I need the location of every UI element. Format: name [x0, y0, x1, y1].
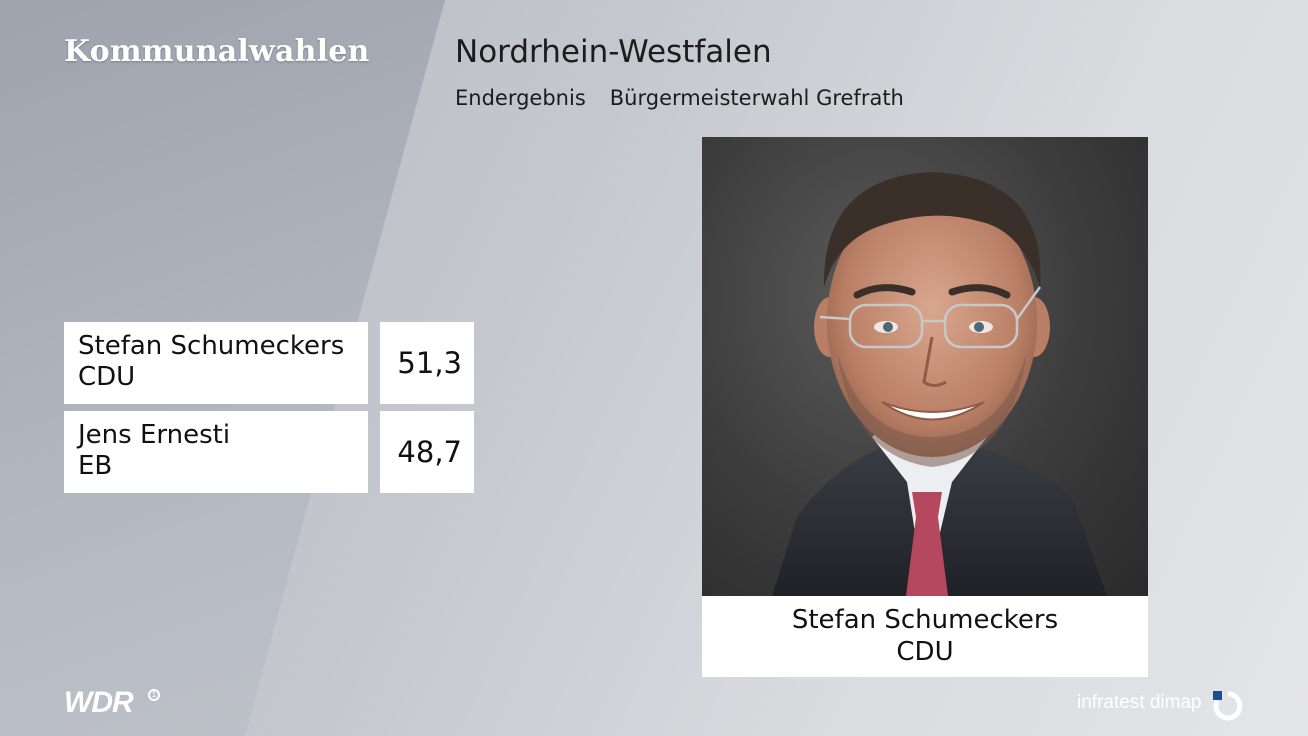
- result-type: Endergebnis: [455, 86, 586, 110]
- region-title: Nordrhein-Westfalen: [455, 34, 772, 70]
- candidate-party: EB: [78, 451, 113, 481]
- wdr-logo: WDR: [64, 686, 134, 719]
- result-value: 48,7: [380, 411, 474, 493]
- infratest-dimap-logo-icon: [1213, 691, 1243, 721]
- candidate-box: Stefan Schumeckers CDU: [64, 322, 368, 404]
- candidate-name: Stefan Schumeckers: [78, 331, 345, 361]
- candidate-box: Jens Ernesti EB: [64, 411, 368, 493]
- winner-caption: Stefan Schumeckers CDU: [702, 596, 1148, 677]
- pollster-name: infratest dimap: [1077, 692, 1202, 713]
- result-value: 51,3: [380, 322, 474, 404]
- candidate-photo: [702, 137, 1148, 596]
- election-name: Bürgermeisterwahl Grefrath: [609, 86, 904, 110]
- ard-one-icon: 1: [148, 689, 160, 701]
- winner-party: CDU: [896, 637, 954, 667]
- winner-name: Stefan Schumeckers: [791, 605, 1059, 635]
- candidate-party: CDU: [78, 362, 136, 392]
- candidate-name: Jens Ernesti: [78, 420, 231, 450]
- subtitle: Endergebnis Bürgermeisterwahl Grefrath: [455, 86, 904, 110]
- brand-title: Kommunalwahlen: [64, 34, 370, 69]
- candidate-portrait-icon: [772, 172, 1107, 596]
